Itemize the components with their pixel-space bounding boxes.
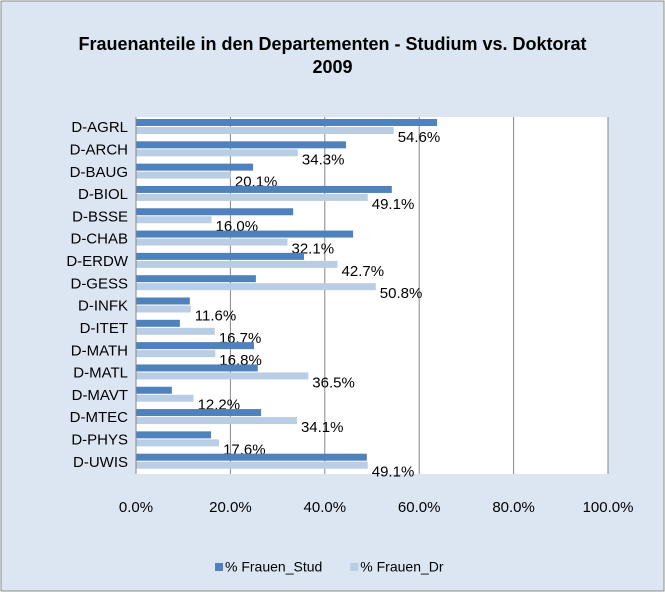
data-label: 36.5% [312,374,355,391]
x-tick-label: 100.0% [583,499,634,516]
y-tick-label: D-MATL [73,365,128,382]
x-tick-label: 0.0% [119,499,153,516]
bar [136,417,297,425]
bar [136,149,298,157]
bar [136,386,172,394]
data-label: 49.1% [372,464,415,481]
bar [136,208,294,216]
y-tick-label: D-CHAB [70,231,128,248]
bar [136,163,254,171]
bar [136,141,347,149]
bar [136,453,367,461]
bar [136,260,338,268]
bar [136,283,376,291]
bar [136,431,212,439]
x-tick-label: 40.0% [304,499,347,516]
y-tick-label: D-UWIS [73,454,128,471]
y-tick-label: D-BIOL [78,186,128,203]
x-tick-label: 20.0% [209,499,252,516]
bar [136,119,438,126]
data-label: 54.6% [398,129,441,146]
data-label: 11.6% [195,307,236,324]
chart-title: Frauenanteile in den Departementen - Stu… [78,34,587,77]
bar [136,275,256,283]
y-tick-label: D-ARCH [70,141,128,158]
bar [136,252,305,260]
data-label: 50.8% [380,285,423,302]
y-tick-label: D-BAUG [70,164,128,181]
y-tick-label: D-MTEC [70,409,128,426]
bar [136,216,212,224]
y-tick-label: D-MATH [71,342,128,359]
x-tick-label: 60.0% [398,499,441,516]
y-tick-label: D-ERDW [66,253,128,270]
bar [136,439,220,447]
legend-label: % Frauen_Stud [225,559,322,575]
bar [136,364,258,372]
bar [136,394,194,402]
bar [136,230,354,238]
y-tick-label: D-GESS [70,275,128,292]
bar [136,461,368,469]
bar [136,372,309,380]
bar [136,238,288,246]
y-tick-label: D-ITET [80,320,128,337]
bar [136,193,368,201]
legend-swatch [350,563,359,571]
bar [136,409,262,417]
legend-swatch [215,563,223,571]
bar [136,305,191,313]
data-label: 49.1% [372,196,415,213]
bar [136,342,254,350]
bar [136,319,180,327]
bar [136,327,215,335]
data-label: 42.7% [342,263,385,280]
data-label: 34.1% [301,419,344,436]
bar [136,350,216,358]
y-tick-label: D-PHYS [71,432,128,449]
x-tick-label: 80.0% [492,499,535,516]
y-tick-label: D-MAVT [72,387,128,404]
y-tick-label: D-INFK [78,298,128,315]
bar [136,171,231,179]
y-tick-label: D-BSSE [72,208,128,225]
y-tick-label: D-AGRL [71,119,128,136]
data-label: 34.3% [302,151,345,168]
legend-label: % Frauen_Dr [360,559,444,575]
bar [136,127,394,134]
bar [136,297,190,305]
bar [136,185,392,193]
